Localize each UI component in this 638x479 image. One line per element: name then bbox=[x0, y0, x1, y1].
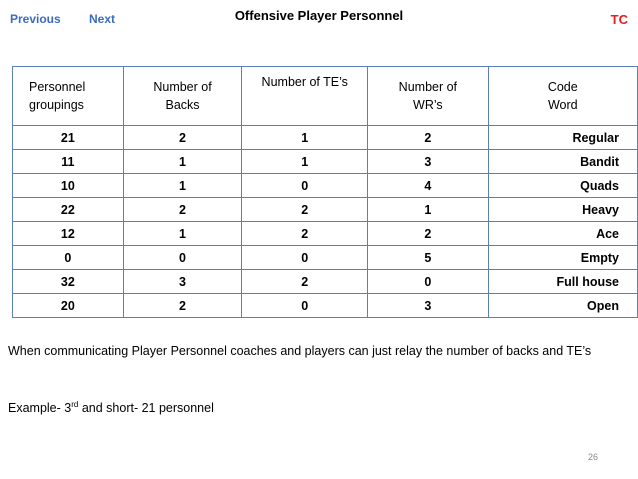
cell-backs: 0 bbox=[122, 245, 243, 270]
cell-wrs: 3 bbox=[367, 149, 489, 174]
slide-title: Offensive Player Personnel bbox=[234, 8, 404, 23]
example-note: Example- 3rd and short- 21 personnel bbox=[8, 399, 214, 417]
header-code-word: Code Word bbox=[487, 66, 638, 126]
table-row: 32 3 2 0 Full house bbox=[12, 269, 638, 294]
cell-personnel: 20 bbox=[12, 293, 124, 318]
cell-code-word: Heavy bbox=[487, 197, 638, 222]
table-row: 20 2 0 3 Open bbox=[12, 293, 638, 318]
cell-backs: 2 bbox=[122, 293, 243, 318]
header-number-of-tes: Number of TE’s bbox=[241, 66, 369, 126]
page-number: 26 bbox=[588, 452, 599, 462]
cell-backs: 1 bbox=[122, 221, 243, 246]
cell-tes: 0 bbox=[241, 293, 369, 318]
personnel-table: Personnel groupings Number of Backs Number… bbox=[12, 66, 638, 318]
cell-tes: 0 bbox=[241, 245, 369, 270]
communication-note: When communicating Player Personnel coac… bbox=[8, 344, 592, 358]
table-row: 12 1 2 2 Ace bbox=[12, 221, 638, 246]
example-prefix: Example- 3 bbox=[8, 401, 72, 415]
cell-backs: 2 bbox=[122, 197, 243, 222]
header-number-of-wrs: Number of WR’s bbox=[367, 66, 489, 126]
table-row: 21 2 1 2 Regular bbox=[12, 125, 638, 150]
cell-wrs: 3 bbox=[367, 293, 489, 318]
previous-link[interactable]: Previous bbox=[10, 12, 61, 26]
cell-code-word: Quads bbox=[487, 173, 638, 198]
cell-code-word: Bandit bbox=[487, 149, 638, 174]
cell-code-word: Ace bbox=[487, 221, 638, 246]
cell-wrs: 1 bbox=[367, 197, 489, 222]
cell-backs: 3 bbox=[122, 269, 243, 294]
cell-code-word: Full house bbox=[487, 269, 638, 294]
example-ordinal-suffix: rd bbox=[71, 399, 79, 409]
cell-tes: 0 bbox=[241, 173, 369, 198]
cell-tes: 2 bbox=[241, 197, 369, 222]
cell-personnel: 22 bbox=[12, 197, 124, 222]
cell-backs: 1 bbox=[122, 173, 243, 198]
cell-wrs: 5 bbox=[367, 245, 489, 270]
table-row: 0 0 0 5 Empty bbox=[12, 245, 638, 270]
table-header-row: Personnel groupings Number of Backs Number… bbox=[12, 66, 638, 126]
cell-code-word: Open bbox=[487, 293, 638, 318]
table-row: 11 1 1 3 Bandit bbox=[12, 149, 638, 174]
cell-code-word: Empty bbox=[487, 245, 638, 270]
cell-tes: 1 bbox=[241, 125, 369, 150]
table-row: 10 1 0 4 Quads bbox=[12, 173, 638, 198]
cell-code-word: Regular bbox=[487, 125, 638, 150]
cell-tes: 2 bbox=[241, 269, 369, 294]
cell-tes: 2 bbox=[241, 221, 369, 246]
cell-backs: 2 bbox=[122, 125, 243, 150]
cell-personnel: 32 bbox=[12, 269, 124, 294]
cell-tes: 1 bbox=[241, 149, 369, 174]
cell-wrs: 4 bbox=[367, 173, 489, 198]
next-link[interactable]: Next bbox=[89, 12, 116, 26]
header-number-of-backs: Number of Backs bbox=[122, 66, 243, 126]
cell-personnel: 12 bbox=[12, 221, 124, 246]
cell-personnel: 0 bbox=[12, 245, 124, 270]
cell-wrs: 0 bbox=[367, 269, 489, 294]
tc-link[interactable]: TC bbox=[610, 12, 628, 27]
cell-personnel: 21 bbox=[12, 125, 124, 150]
cell-personnel: 11 bbox=[12, 149, 124, 174]
table-row: 22 2 2 1 Heavy bbox=[12, 197, 638, 222]
cell-backs: 1 bbox=[122, 149, 243, 174]
cell-wrs: 2 bbox=[367, 221, 489, 246]
example-suffix: and short- 21 personnel bbox=[78, 401, 214, 415]
header-personnel-groupings: Personnel groupings bbox=[12, 66, 124, 126]
cell-wrs: 2 bbox=[367, 125, 489, 150]
cell-personnel: 10 bbox=[12, 173, 124, 198]
